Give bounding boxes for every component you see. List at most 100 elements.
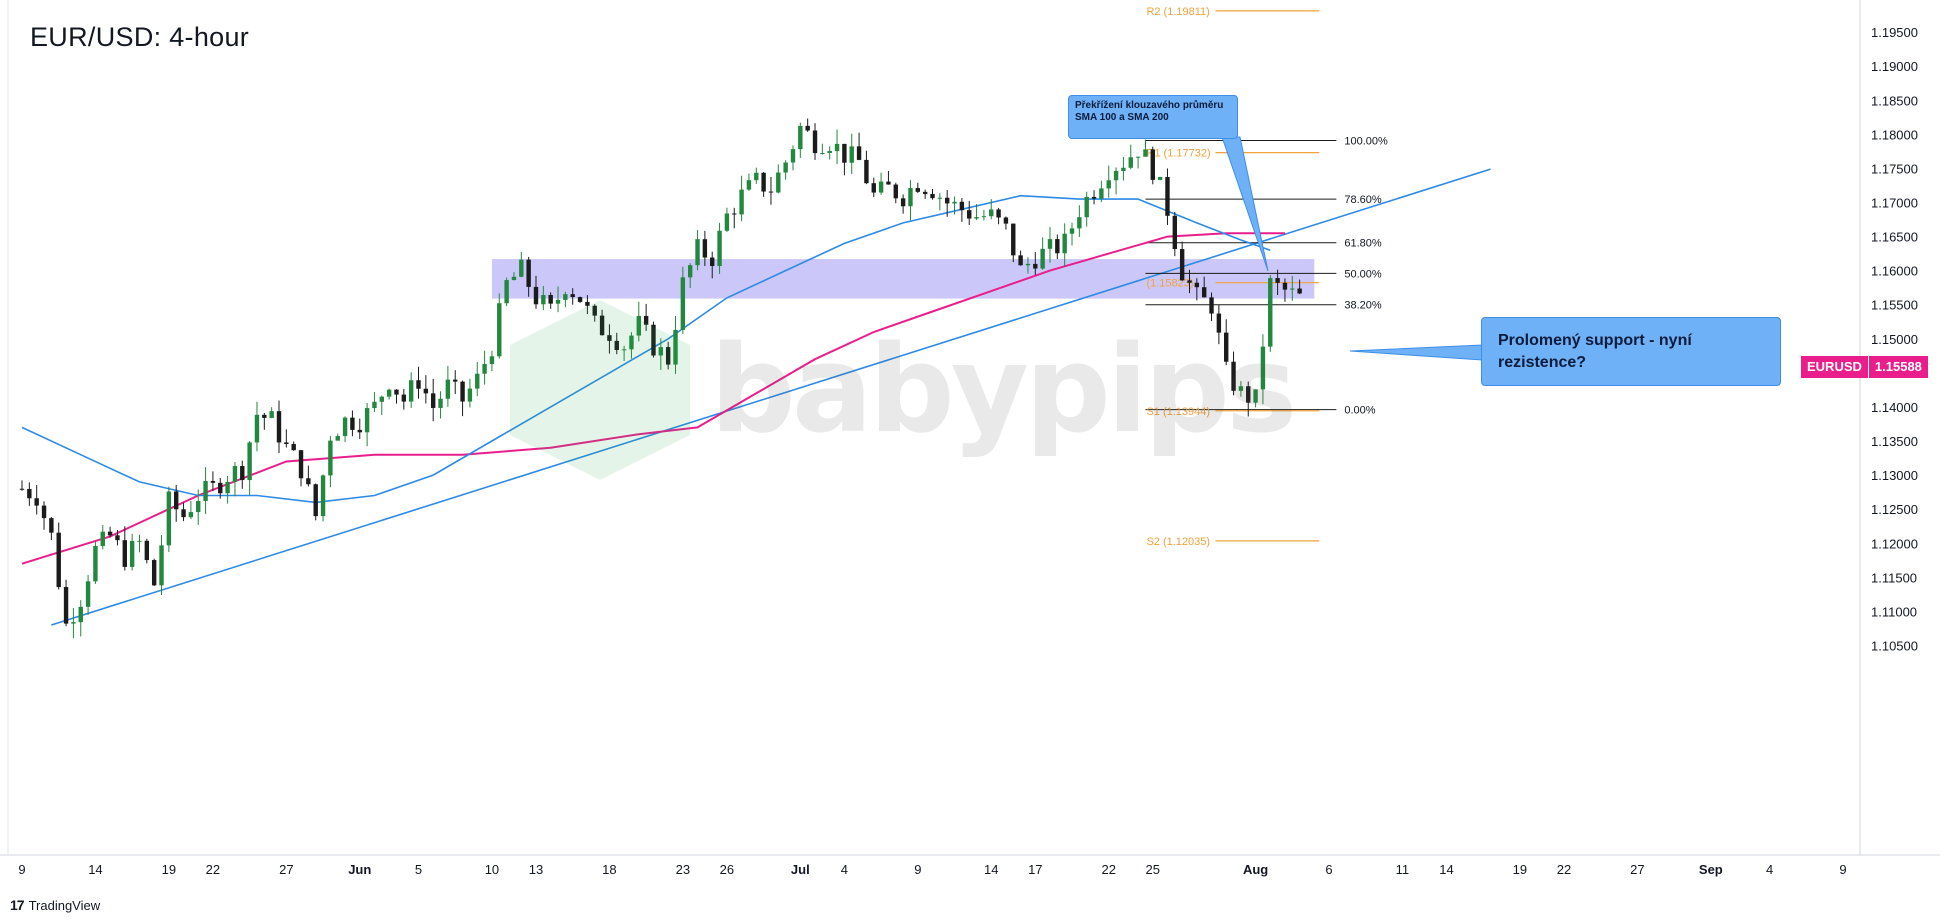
candle-body-35: [276, 411, 282, 443]
candle-body-15: [129, 540, 135, 567]
candle-body-38: [298, 450, 304, 479]
support-callout-pointer: [1349, 344, 1483, 361]
candle-body-12: [107, 531, 113, 536]
candle-body-49: [379, 396, 384, 402]
candle-body-112: [842, 143, 847, 163]
candle-body-121: [908, 188, 913, 207]
candle-body-106: [798, 125, 803, 150]
candle-body-102: [768, 191, 774, 193]
pivot-label-3: S1 (1.13944): [1146, 406, 1210, 418]
candle-body-169: [1260, 346, 1266, 390]
candle-body-84: [636, 315, 641, 336]
candle-body-165: [1231, 361, 1236, 391]
y-tick-5: 1.17000: [1871, 195, 1918, 210]
candle-body-115: [864, 159, 869, 184]
candle-body-168: [1253, 389, 1258, 403]
candle-body-8: [78, 606, 83, 623]
sma-callout-pointer: [1221, 136, 1269, 272]
x-tick-7: 10: [485, 862, 499, 877]
x-tick-22: 14: [1439, 862, 1453, 877]
candle-body-149: [1113, 171, 1119, 181]
trendline-segment: [51, 168, 1491, 626]
candle-body-69: [526, 259, 531, 287]
fib-label-1: 78.60%: [1344, 194, 1382, 206]
fib-label-5: 0.00%: [1344, 405, 1375, 417]
candle-body-83: [629, 335, 634, 350]
x-tick-12: Jul: [791, 862, 810, 877]
candle-body-67: [511, 276, 517, 281]
candle-body-34: [269, 411, 274, 418]
candle-body-113: [849, 146, 854, 163]
candle-body-30: [240, 466, 245, 481]
candle-body-71: [541, 294, 546, 305]
candle-body-122: [915, 188, 921, 192]
candle-body-76: [577, 297, 583, 302]
candle-body-82: [621, 349, 627, 351]
candle-body-42: [328, 440, 333, 476]
candle-body-158: [1179, 249, 1185, 281]
pivot-levels: R2 (1.19811) R1 (1.17732) (1.15823) S1 (1.1…: [1146, 6, 1320, 548]
candle-body-107: [805, 125, 810, 131]
pivot-label-0: R2 (1.19811): [1146, 6, 1209, 18]
candle-body-94: [710, 257, 715, 266]
candle-body-45: [350, 417, 355, 430]
candle-body-16: [137, 540, 142, 542]
x-tick-2: 19: [162, 862, 176, 877]
candle-body-50: [386, 389, 392, 397]
x-tick-20: 6: [1325, 862, 1332, 877]
candle-body-64: [489, 356, 495, 364]
y-tick-16: 1.11500: [1871, 570, 1917, 585]
fibonacci-retracement: 100.00% 78.60% 61.80% 50.00% 38.20% 0.00%: [1144, 135, 1388, 417]
x-tick-23: 19: [1513, 862, 1527, 877]
candle-body-101: [761, 172, 766, 192]
candle-body-137: [1025, 263, 1031, 266]
candle-body-173: [1290, 288, 1295, 290]
candle-body-51: [394, 389, 399, 395]
candle-body-154: [1150, 149, 1155, 180]
candle-body-81: [614, 340, 619, 351]
candle-body-66: [504, 280, 509, 304]
candle-body-61: [467, 388, 473, 402]
candle-body-136: [1018, 255, 1023, 266]
candle-body-135: [1011, 223, 1016, 256]
candle-body-63: [482, 363, 487, 374]
candle-body-53: [408, 380, 414, 402]
candle-body-58: [445, 379, 451, 399]
tradingview-brand[interactable]: 17 TradingView: [10, 897, 100, 913]
y-tick-8: 1.15500: [1871, 298, 1918, 313]
candle-body-26: [210, 480, 216, 483]
x-tick-15: 14: [984, 862, 998, 877]
candle-body-44: [342, 417, 348, 437]
candle-body-41: [320, 475, 326, 517]
y-tick-12: 1.13500: [1871, 434, 1918, 449]
y-tick-6: 1.16500: [1871, 230, 1918, 245]
candle-body-47: [364, 408, 370, 433]
y-tick-3: 1.18000: [1871, 127, 1918, 142]
price-tag-value: 1.15588: [1867, 356, 1928, 378]
candle-body-146: [1091, 196, 1097, 199]
y-tick-9: 1.15000: [1871, 332, 1918, 347]
candle-body-103: [776, 172, 781, 193]
y-tick-1: 1.19000: [1871, 59, 1918, 74]
candle-body-100: [754, 172, 759, 181]
x-tick-14: 9: [914, 862, 921, 877]
fib-label-3: 50.00%: [1344, 268, 1382, 280]
candle-body-174: [1297, 288, 1302, 294]
y-tick-0: 1.19500: [1871, 25, 1918, 40]
candle-body-11: [100, 531, 105, 546]
chart-title: EUR/USD: 4-hour: [30, 22, 250, 52]
candle-body-116: [871, 183, 876, 193]
x-tick-26: Sep: [1699, 862, 1723, 877]
candle-body-65: [497, 303, 502, 357]
candle-body-162: [1209, 297, 1214, 314]
candle-body-97: [732, 213, 737, 215]
candle-body-148: [1106, 180, 1111, 189]
candle-body-4: [49, 518, 54, 533]
resistance-zone: [491, 259, 1315, 299]
candle-body-134: [1003, 217, 1009, 224]
x-tick-11: 26: [720, 862, 734, 877]
y-tick-2: 1.18500: [1871, 93, 1918, 108]
candle-body-23: [188, 512, 194, 518]
candle-body-2: [34, 498, 39, 506]
